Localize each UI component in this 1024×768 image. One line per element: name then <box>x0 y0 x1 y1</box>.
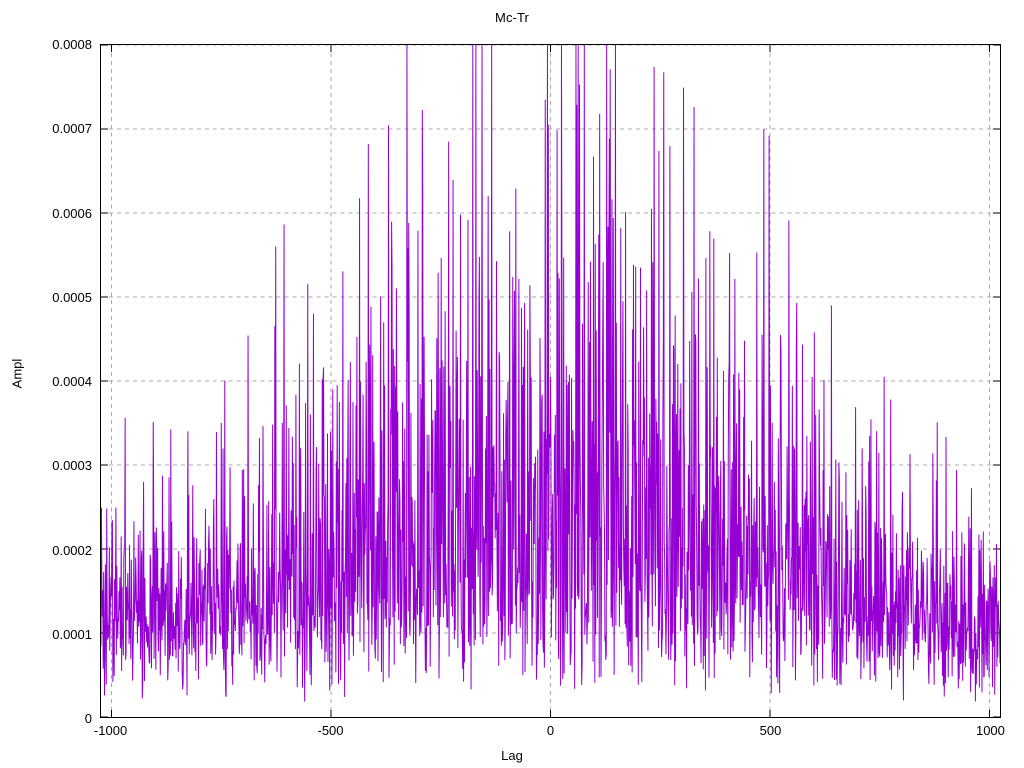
chart-title: Mc-Tr <box>495 10 529 25</box>
series-line <box>101 45 1000 702</box>
plot-area <box>100 44 1001 718</box>
y-tick-label: 0.0008 <box>52 37 92 52</box>
x-axis-tick-labels: -1000 -500 0 500 1000 <box>0 724 1024 744</box>
y-tick-label: 0.0003 <box>52 458 92 474</box>
y-tick-label: 0.0004 <box>52 374 92 389</box>
y-tick-label: 0.0001 <box>52 626 92 642</box>
x-tick-label: 1000 <box>975 723 1005 738</box>
data-series-mc-tr <box>101 45 1000 702</box>
plot-canvas <box>101 45 1000 717</box>
x-tick-label: -1000 <box>93 723 128 738</box>
y-tick-label: 0.0007 <box>52 121 92 137</box>
y-tick-label: 0.0002 <box>52 542 92 558</box>
y-tick-label: 0.0006 <box>52 205 92 221</box>
x-axis-title: Lag <box>501 748 523 763</box>
x-tick-label: -500 <box>317 723 344 738</box>
x-tick-label: 0 <box>546 723 555 738</box>
x-tick-label: 500 <box>759 723 782 738</box>
y-tick-label: 0 <box>84 711 92 726</box>
y-axis-tick-labels: 0 0.0001 0.0002 0.0003 0.0004 0.0005 0.0006 0.0… <box>0 38 92 725</box>
y-tick-label: 0.0005 <box>52 289 92 305</box>
